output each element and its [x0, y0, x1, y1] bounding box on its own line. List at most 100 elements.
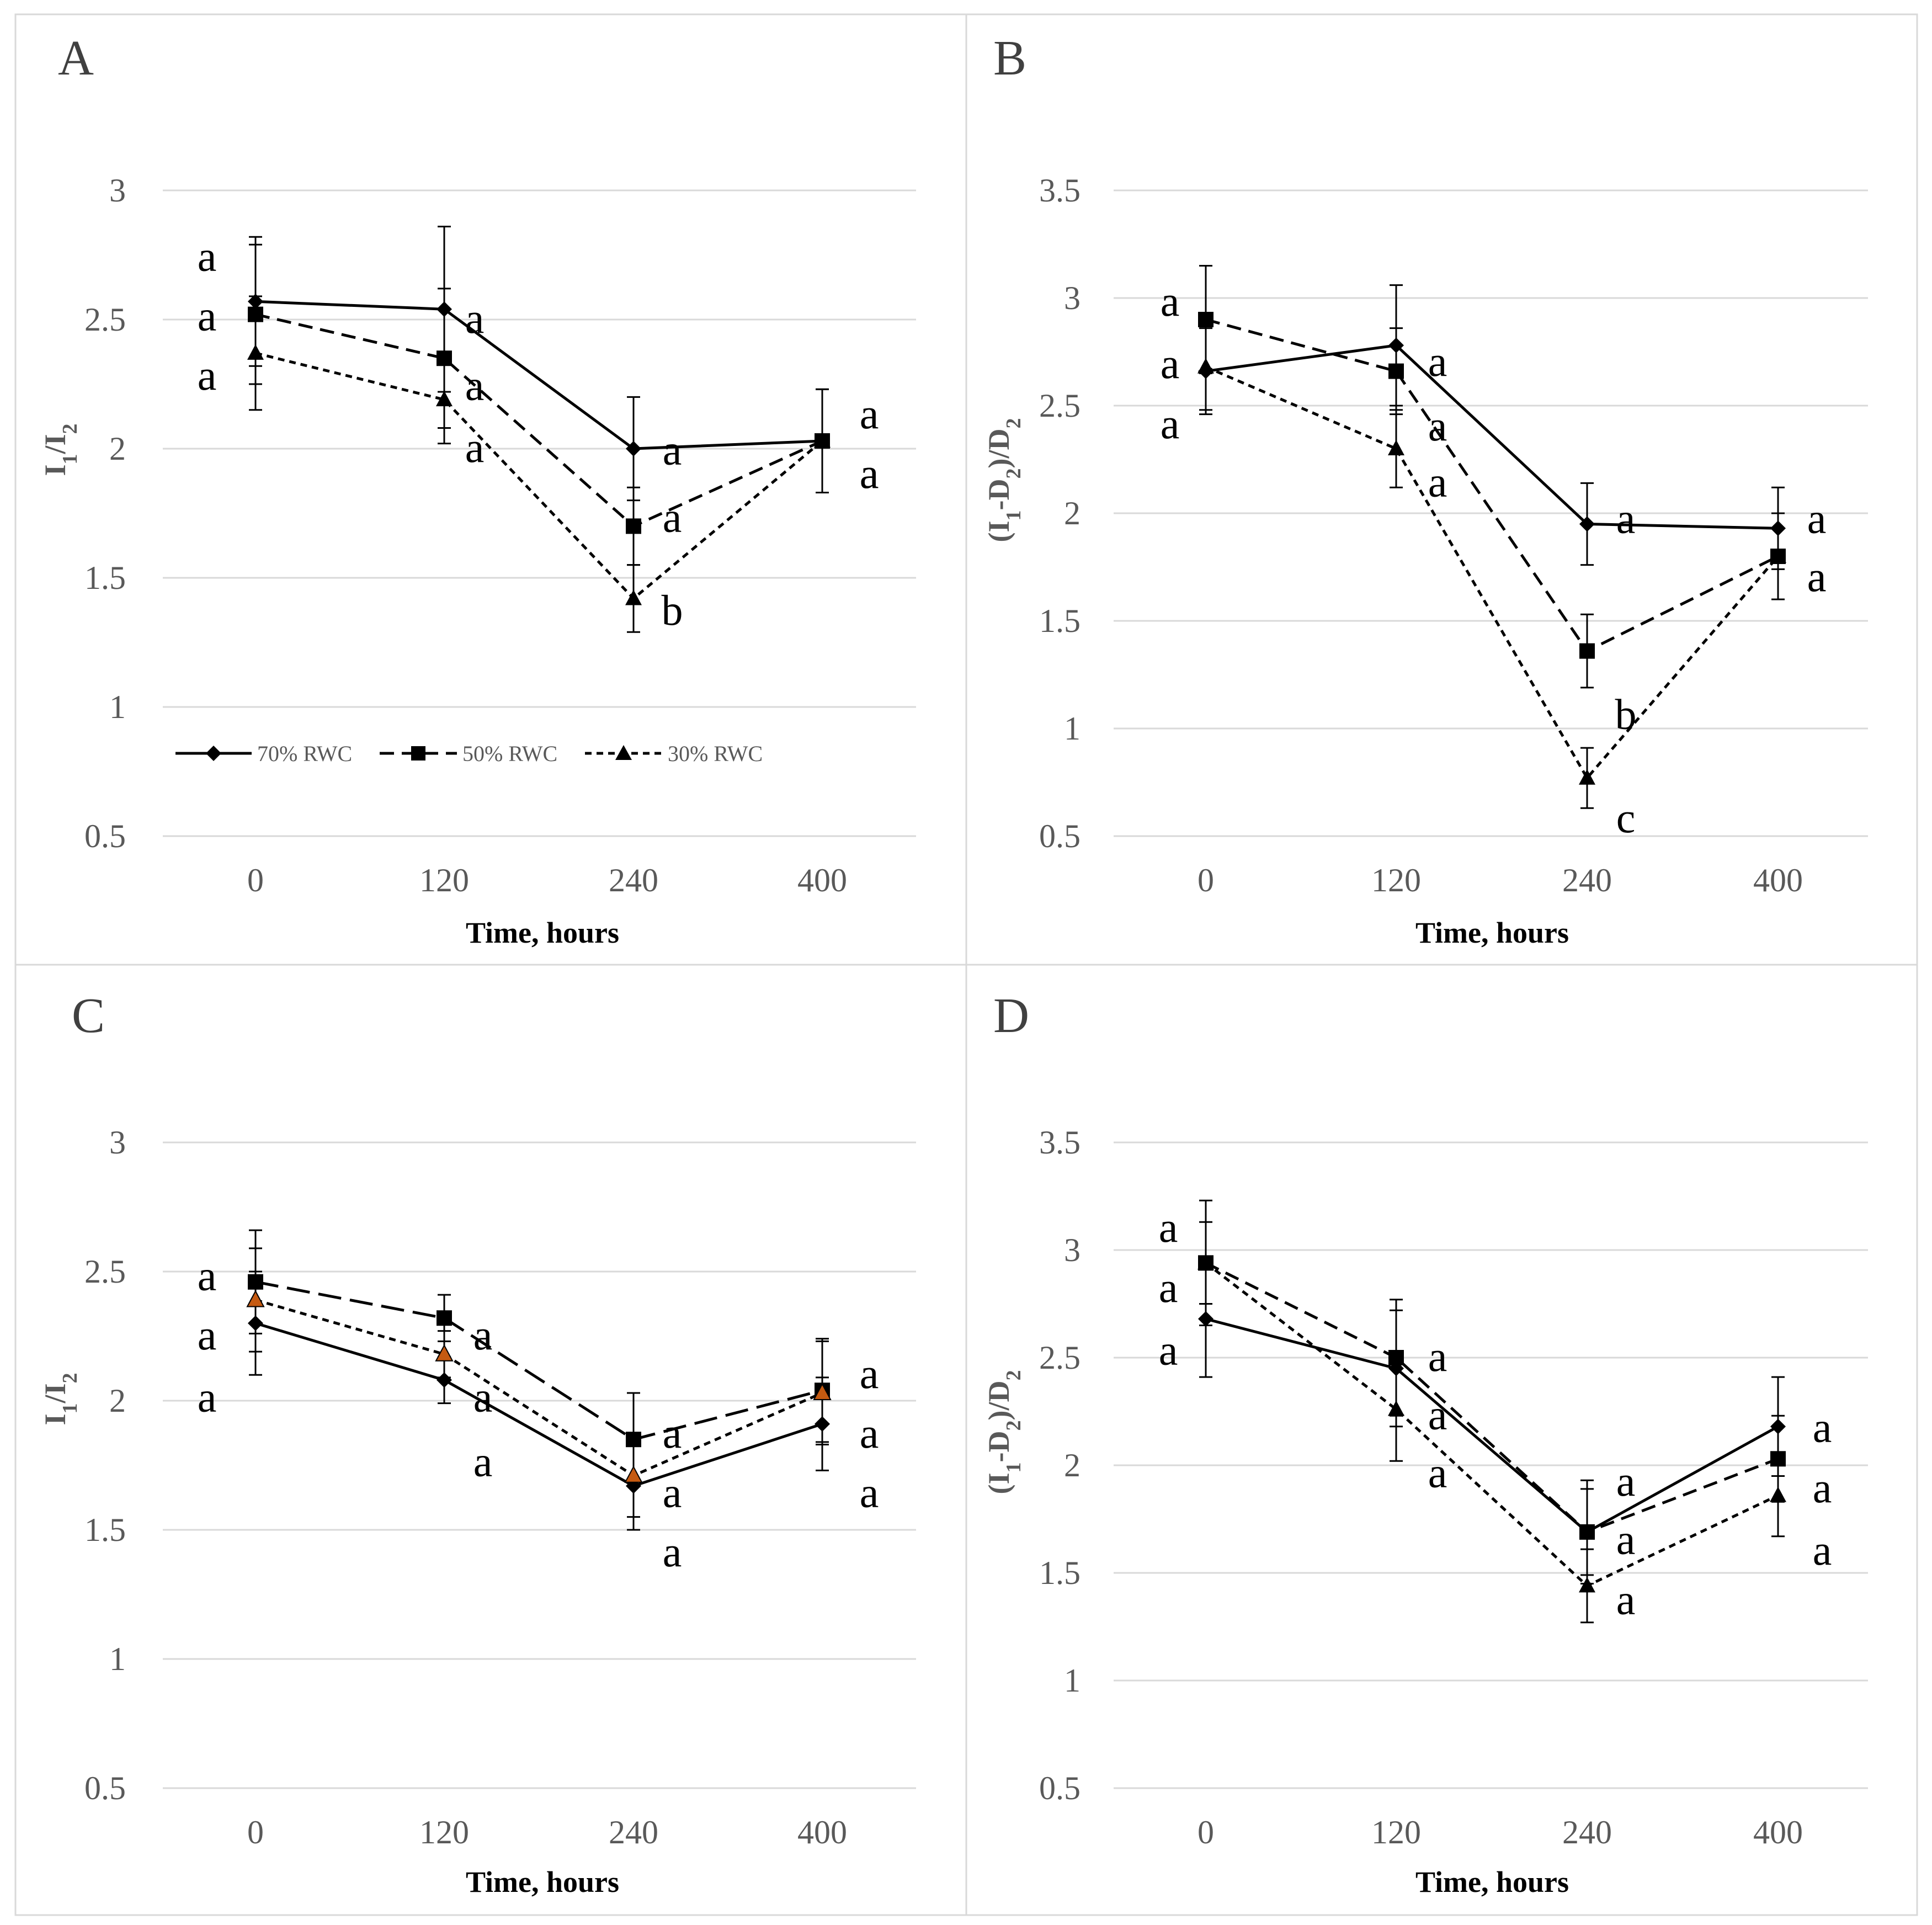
significance-letter: a: [198, 1311, 217, 1359]
series-line-70-rwc: [1205, 344, 1779, 530]
panel-c-y-tick-label: 2: [109, 1382, 126, 1419]
panel-c-y-tick-label: 1.5: [84, 1512, 126, 1548]
panel-b: B 0.5 1 1.5 2 2.5 3 3.5 0 120 240 400 Time, hours…: [965, 13, 1918, 966]
significance-letter: a: [198, 291, 217, 339]
significance-letter: a: [1161, 400, 1180, 448]
significance-letter: a: [473, 1373, 493, 1421]
legend-triangle-marker: [615, 745, 632, 760]
panel-b-y-tick-label: 0.5: [1039, 818, 1081, 854]
panel-d-series: [1197, 1199, 1786, 1624]
significance-letter: a: [663, 1409, 682, 1457]
significance-letter: a: [473, 1437, 493, 1485]
panel-b-x-tick-label: 120: [1371, 862, 1421, 898]
square-marker: [437, 1310, 452, 1326]
panel-d-y-tick-label: 2.5: [1039, 1339, 1081, 1376]
panel-b-letter: B: [993, 31, 1026, 86]
significance-letter: a: [198, 1251, 217, 1299]
significance-letter: a: [1428, 402, 1447, 450]
triangle-marker: [1388, 440, 1404, 455]
legend: 70% RWC 50% RWC 30% RWC: [175, 741, 763, 766]
significance-letter: a: [1616, 494, 1636, 543]
square-marker: [1579, 643, 1595, 659]
series-line-50-rwc: [255, 1280, 823, 1441]
legend-label-30: 30% RWC: [668, 741, 763, 766]
panel-b-x-tick-label: 400: [1753, 862, 1803, 898]
panel-d-y-ticks: 0.5 1 1.5 2 2.5 3 3.5: [1039, 1124, 1081, 1806]
panel-a-x-tick-label: 120: [419, 862, 469, 898]
significance-letter: a: [1159, 1263, 1178, 1311]
significance-letter: a: [198, 232, 217, 280]
panel-a-x-tick-label: 240: [609, 862, 658, 898]
triangle-marker: [1197, 1254, 1214, 1270]
panel-d-y-tick-label: 0.5: [1039, 1770, 1081, 1806]
panel-b-y-tick-label: 3.5: [1039, 172, 1081, 209]
significance-letter: a: [465, 361, 485, 410]
triangle-marker: [1197, 358, 1214, 374]
significance-letter: b: [1615, 690, 1637, 738]
panel-a-y-tick-label: 0.5: [84, 818, 126, 854]
panel-a-x-tick-label: 400: [797, 862, 847, 898]
panel-c-x-tick-label: 0: [247, 1814, 264, 1850]
panel-a-series: [247, 226, 831, 633]
diamond-marker: [437, 1372, 452, 1388]
panel-d-border: [965, 964, 1918, 1916]
legend-square-marker: [411, 746, 425, 761]
significance-letter: a: [1807, 494, 1827, 543]
panel-c-y-tick-label: 0.5: [84, 1770, 126, 1806]
panel-c-y-ticks: 0.5 1 1.5 2 2.5 3: [84, 1124, 126, 1806]
significance-letter: a: [1807, 552, 1827, 600]
panel-a-y-tick-label: 1.5: [84, 560, 126, 596]
panel-b-x-tick-label: 0: [1197, 862, 1214, 898]
panel-a-y-tick-label: 3: [109, 172, 126, 209]
significance-letter: b: [662, 586, 683, 634]
series-line-50-rwc: [1205, 318, 1779, 653]
triangle-marker: [246, 1290, 265, 1307]
triangle-marker: [436, 391, 453, 407]
series-line-30-rwc: [1205, 365, 1779, 780]
significance-letter: a: [663, 1468, 682, 1516]
square-marker: [1579, 1524, 1595, 1540]
significance-letter: a: [1428, 458, 1447, 506]
triangle-marker: [624, 1465, 643, 1483]
panel-b-series: [1197, 265, 1786, 809]
panel-a-y-ticks: 0.5 1 1.5 2 2.5 3: [84, 172, 126, 854]
panel-b-x-tick-label: 240: [1562, 862, 1612, 898]
square-marker: [626, 518, 641, 534]
panel-b-y-tick-label: 1: [1064, 710, 1081, 747]
panel-d-y-tick-label: 3: [1064, 1232, 1081, 1268]
legend-diamond-marker: [206, 746, 221, 761]
series-line-30-rwc: [255, 352, 823, 600]
triangle-marker: [1770, 547, 1786, 563]
significance-letter: a: [663, 426, 682, 474]
panel-a-letter: A: [58, 31, 94, 86]
panel-c-y-tick-label: 3: [109, 1124, 126, 1161]
panel-d-y-tick-label: 1.5: [1039, 1555, 1081, 1591]
panel-b-x-axis-label: Time, hours: [1415, 916, 1569, 949]
significance-letter: a: [465, 294, 485, 342]
significance-letter: a: [1428, 1390, 1447, 1438]
square-marker: [1388, 363, 1404, 379]
significance-letter: a: [663, 493, 682, 541]
panel-a-grid: [163, 189, 916, 837]
series-line-50-rwc: [1205, 1262, 1779, 1534]
panel-c-x-tick-label: 400: [797, 1814, 847, 1850]
significance-letter: c: [1616, 794, 1636, 842]
panel-c-y-tick-label: 1: [109, 1641, 126, 1677]
panel-d-x-tick-label: 0: [1197, 1814, 1214, 1850]
panel-d-grid: [1114, 1141, 1868, 1789]
significance-letter: a: [1813, 1403, 1832, 1451]
significance-letter: a: [473, 1311, 493, 1359]
triangle-marker: [1579, 769, 1595, 785]
panel-c-x-axis-label: Time, hours: [466, 1865, 619, 1899]
triangle-marker: [1388, 1400, 1404, 1416]
series-line-70-rwc: [1205, 1317, 1779, 1534]
panel-a-x-ticks: 0 120 240 400: [247, 862, 847, 898]
significance-letter: a: [860, 449, 879, 497]
panel-a-y-tick-label: 2.5: [84, 301, 126, 338]
significance-letter: a: [1159, 1326, 1178, 1374]
significance-letter: a: [1161, 339, 1180, 387]
panel-c-x-tick-label: 120: [419, 1814, 469, 1850]
panel-d-x-ticks: 0 120 240 400: [1197, 1814, 1803, 1850]
series-line-70-rwc: [255, 300, 823, 450]
